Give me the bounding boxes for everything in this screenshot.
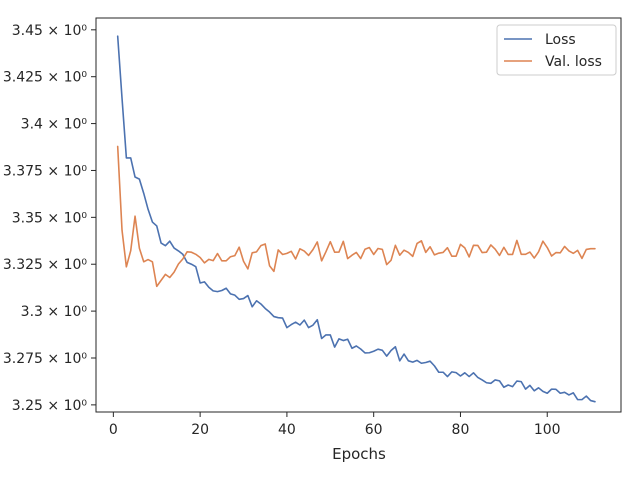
y-axis: 3.25 × 10⁰ 3.275 × 10⁰ 3.3 × 10⁰ 3.325 × 10… bbox=[3, 23, 96, 414]
x-tick-label: 0 bbox=[109, 422, 118, 438]
y-tick-label: 3.4 × 10⁰ bbox=[21, 117, 88, 133]
y-tick-label: 3.45 × 10⁰ bbox=[12, 23, 88, 39]
x-tick-label: 60 bbox=[365, 422, 383, 438]
x-tick-label: 20 bbox=[191, 422, 209, 438]
legend-label-val-loss: Val. loss bbox=[545, 54, 602, 70]
x-tick-label: 100 bbox=[534, 422, 561, 438]
series-line-loss bbox=[116, 35, 596, 403]
x-tick-label: 80 bbox=[452, 422, 470, 438]
x-tick-label: 40 bbox=[278, 422, 296, 438]
x-axis-label: Epochs bbox=[332, 445, 386, 463]
y-tick-label: 3.325 × 10⁰ bbox=[3, 257, 88, 273]
y-tick-label: 3.425 × 10⁰ bbox=[3, 70, 88, 86]
y-tick-label: 3.375 × 10⁰ bbox=[3, 163, 88, 179]
y-tick-label: 3.25 × 10⁰ bbox=[12, 398, 88, 414]
legend-box bbox=[496, 24, 617, 76]
plot-area bbox=[95, 17, 622, 413]
y-tick-label: 3.3 × 10⁰ bbox=[21, 304, 88, 320]
y-tick-label: 3.35 × 10⁰ bbox=[12, 210, 88, 226]
legend-label-loss: Loss bbox=[545, 32, 576, 48]
series-line-val-loss bbox=[116, 145, 596, 288]
y-tick-label: 3.275 × 10⁰ bbox=[3, 351, 88, 367]
x-axis: 0 20 40 60 80 100 bbox=[109, 412, 561, 438]
legend: Loss Val. loss bbox=[496, 24, 617, 76]
axes-frame bbox=[95, 17, 622, 413]
